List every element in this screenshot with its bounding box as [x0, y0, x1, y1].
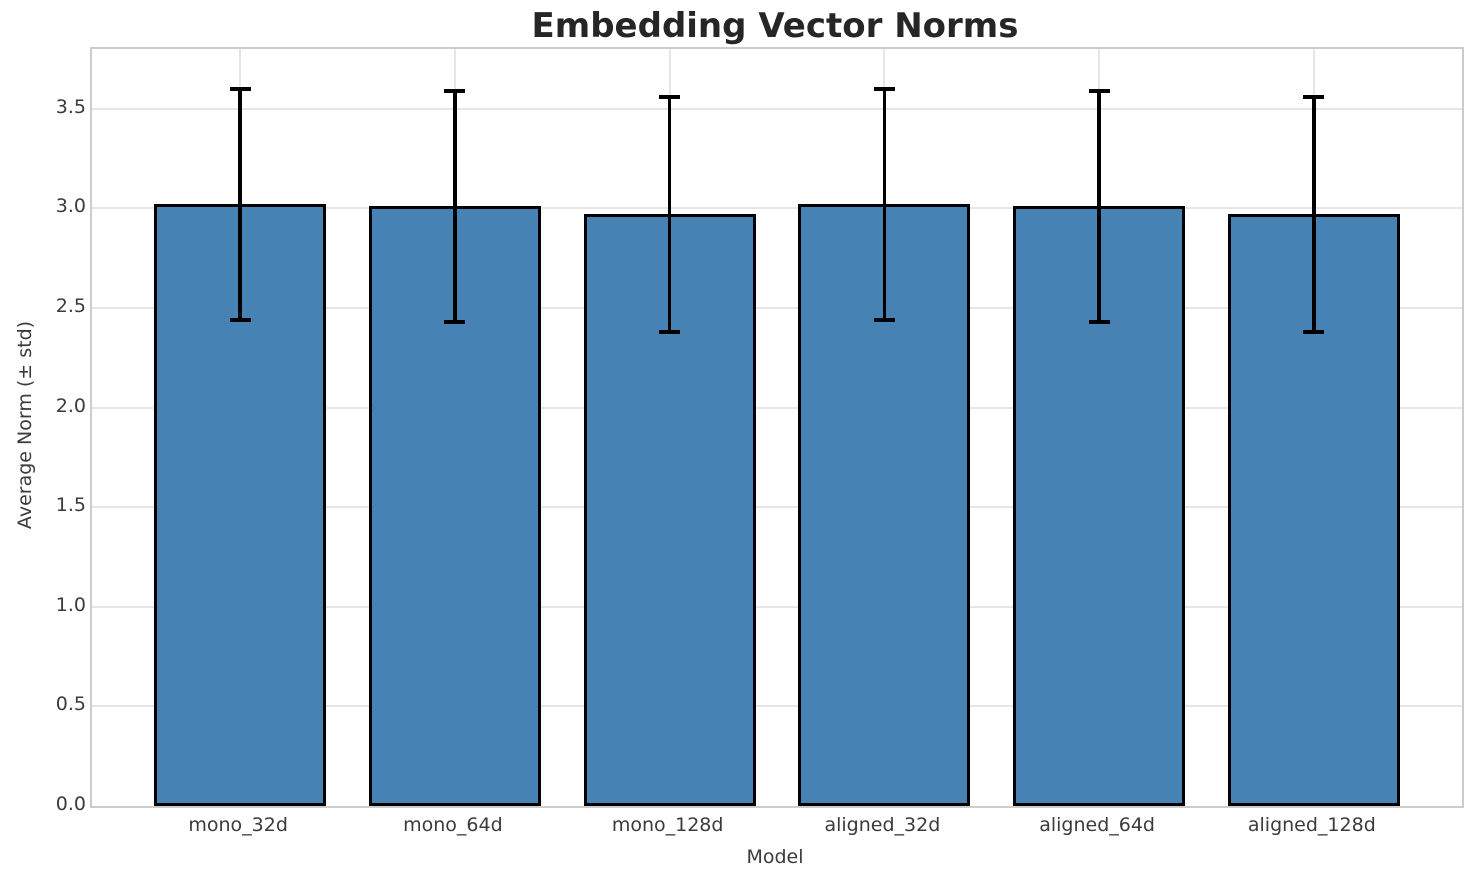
error-bar-cap — [873, 318, 895, 322]
h-gridline — [92, 406, 1462, 409]
error-bar-line — [667, 96, 672, 332]
y-axis-label: Average Norm (± std) — [14, 320, 36, 530]
y-tick-label: 1.0 — [55, 593, 86, 616]
error-bar-line — [882, 88, 887, 320]
error-bar-cap — [659, 330, 681, 334]
x-tick-label-aligned_128d: aligned_128d — [1247, 814, 1376, 836]
y-tick-label: 0.5 — [55, 693, 86, 716]
chart-title: Embedding Vector Norms — [531, 6, 1019, 46]
h-gridline — [92, 605, 1462, 608]
x-tick-label-mono_128d: mono_128d — [611, 814, 724, 836]
y-tick-label: 1.5 — [55, 494, 86, 517]
x-tick-label-mono_32d: mono_32d — [188, 814, 288, 836]
x-tick-label-mono_64d: mono_64d — [403, 814, 503, 836]
error-bar-cap — [1303, 95, 1325, 99]
x-axis-label: Model — [746, 846, 804, 868]
error-bar-cap — [659, 95, 681, 99]
h-gridline — [92, 107, 1462, 110]
y-tick-label: 3.5 — [55, 95, 86, 118]
h-gridline — [92, 207, 1462, 210]
error-bar-cap — [229, 87, 251, 91]
y-tick-label: 2.5 — [55, 294, 86, 317]
h-gridline — [92, 306, 1462, 309]
x-tick-label-aligned_32d: aligned_32d — [824, 814, 941, 836]
error-bar-line — [1312, 96, 1316, 332]
error-bar-line — [453, 90, 457, 322]
y-tick-label: 0.0 — [55, 793, 86, 815]
error-bar-cap — [1088, 89, 1110, 93]
error-bar-cap — [1303, 330, 1325, 334]
error-bar-cap — [444, 320, 466, 324]
y-tick-label: 3.0 — [55, 195, 86, 218]
plot-area — [90, 47, 1464, 808]
h-gridline — [92, 705, 1462, 708]
error-bar-cap — [873, 87, 895, 91]
h-gridline — [92, 506, 1462, 509]
error-bar-cap — [444, 89, 466, 93]
y-tick-label: 2.0 — [55, 394, 86, 417]
error-bar-line — [238, 88, 242, 320]
error-bar-cap — [229, 318, 251, 322]
x-tick-label-aligned_64d: aligned_64d — [1039, 814, 1155, 836]
error-bar-line — [1097, 90, 1101, 322]
error-bar-cap — [1088, 320, 1110, 324]
